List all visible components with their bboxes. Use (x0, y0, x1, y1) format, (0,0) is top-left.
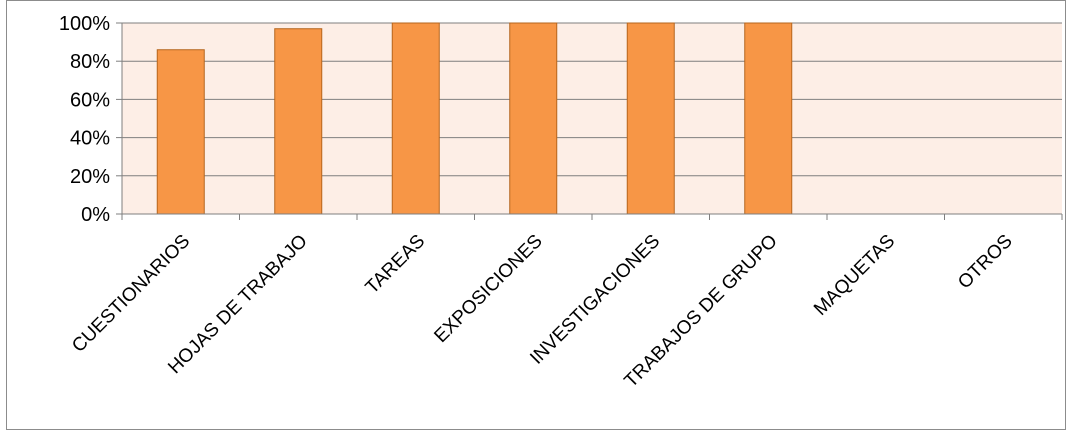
bar (509, 22, 558, 215)
x-category-label: INVESTIGACIONES (526, 231, 664, 369)
x-category-label: CUESTIONARIOS (68, 231, 194, 357)
axes (121, 23, 1063, 220)
x-category-label: MAQUETAS (810, 231, 899, 320)
x-category-label: EXPOSICIONES (430, 231, 546, 347)
y-tick-label: 20% (70, 166, 110, 188)
y-tick-label: 60% (70, 89, 110, 111)
y-tick-label: 40% (70, 128, 110, 150)
bar (274, 28, 323, 215)
x-category-label: TAREAS (362, 231, 430, 299)
y-tick-label: 0% (81, 204, 110, 226)
y-tick-label: 100% (59, 13, 110, 35)
bar (744, 22, 793, 215)
x-category-label: OTROS (954, 231, 1017, 294)
y-tick-labels: 0% 20% 40% 60% 80% 100% (59, 13, 110, 226)
plot-area (122, 23, 1062, 214)
y-tick-label: 80% (70, 51, 110, 73)
bar (626, 22, 675, 215)
bars (156, 22, 793, 215)
bar (156, 49, 205, 215)
bar (391, 22, 440, 215)
